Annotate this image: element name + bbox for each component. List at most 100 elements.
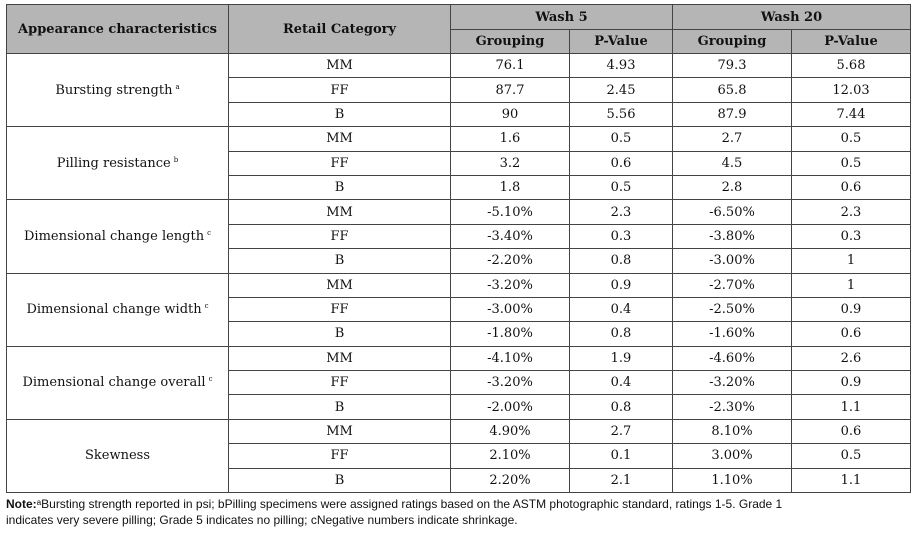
- header-wash20: Wash 20: [672, 4, 911, 30]
- characteristic-cell: Bursting strength a: [6, 52, 229, 128]
- wash20-grouping-cell: -1.60%: [672, 321, 792, 347]
- wash5-grouping-cell: 87.7: [450, 77, 570, 103]
- retail-category-cell: MM: [228, 199, 451, 225]
- wash5-grouping-cell: 2.20%: [450, 467, 570, 494]
- wash20-pvalue-cell: 0.5: [791, 443, 911, 469]
- wash5-grouping-cell: -3.20%: [450, 272, 570, 298]
- retail-category-cell: B: [228, 174, 451, 201]
- wash20-grouping-cell: -2.50%: [672, 296, 792, 323]
- wash5-grouping-cell: -4.10%: [450, 345, 570, 372]
- header-wash5-pvalue: P-Value: [569, 29, 673, 54]
- wash20-grouping-cell: -4.60%: [672, 345, 792, 372]
- wash5-pvalue-cell: 0.4: [569, 296, 673, 323]
- wash20-grouping-cell: 87.9: [672, 101, 792, 128]
- wash5-pvalue-cell: 0.6: [569, 150, 673, 176]
- retail-category-cell: B: [228, 248, 451, 274]
- table-row: B -1.80% 0.8 -1.60% 0.6: [7, 321, 911, 347]
- table-row: Dimensional change width c MM -3.20% 0.9 -2.7…: [6, 272, 911, 347]
- wash20-grouping-cell: 79.3: [672, 52, 792, 79]
- wash20-grouping-cell: -2.30%: [672, 394, 792, 420]
- wash5-pvalue-cell: 5.56: [569, 101, 673, 128]
- wash5-grouping-cell: 4.90%: [450, 418, 570, 445]
- wash5-pvalue-cell: 0.5: [569, 126, 673, 152]
- retail-category-cell: FF: [228, 296, 451, 323]
- retail-category-cell: FF: [228, 77, 451, 103]
- note-text-line2: indicates very severe pilling; Grade 5 i…: [6, 513, 518, 527]
- header-retail-category: Retail Category: [228, 4, 451, 54]
- characteristic-label: Skewness: [84, 448, 150, 464]
- table-row: FF 87.7 2.45 65.8 12.03: [7, 77, 911, 103]
- wash20-pvalue-cell: 0.6: [791, 321, 911, 347]
- wash20-pvalue-cell: 2.3: [791, 199, 911, 225]
- wash5-grouping-cell: -2.20%: [450, 248, 570, 274]
- footnote-marker: a: [175, 82, 180, 91]
- footnote-marker: c: [207, 228, 212, 237]
- results-table: Appearance characteristics Retail Catego…: [6, 4, 911, 494]
- table-body: Bursting strength a MM 76.1 4.93 79.3 5.68 FF 87…: [6, 52, 911, 494]
- table-row: FF -3.00% 0.4 -2.50% 0.9: [7, 296, 911, 323]
- characteristic-label: Pilling resistance: [56, 155, 171, 171]
- wash5-pvalue-cell: 2.7: [569, 418, 673, 445]
- table-row: B 2.20% 2.1 1.10% 1.1: [7, 467, 911, 494]
- wash20-pvalue-cell: 0.5: [791, 126, 911, 152]
- wash20-pvalue-cell: 1.1: [791, 467, 911, 494]
- wash5-pvalue-cell: 4.93: [569, 52, 673, 79]
- wash5-pvalue-cell: 0.8: [569, 248, 673, 274]
- wash5-pvalue-cell: 0.8: [569, 321, 673, 347]
- wash20-pvalue-cell: 0.5: [791, 150, 911, 176]
- wash20-pvalue-cell: 0.9: [791, 370, 911, 396]
- wash20-grouping-cell: -6.50%: [672, 199, 792, 225]
- wash20-grouping-cell: 3.00%: [672, 443, 792, 469]
- retail-category-cell: MM: [228, 272, 451, 298]
- wash20-grouping-cell: 1.10%: [672, 467, 792, 494]
- header-wash20-pvalue: P-Value: [791, 29, 911, 54]
- wash5-grouping-cell: 3.2: [450, 150, 570, 176]
- wash5-pvalue-cell: 0.8: [569, 394, 673, 420]
- wash5-pvalue-cell: 0.5: [569, 174, 673, 201]
- characteristic-cell: Dimensional change overall c: [6, 345, 229, 420]
- table-row: Bursting strength a MM 76.1 4.93 79.3 5.68: [6, 52, 911, 128]
- table-row: B 90 5.56 87.9 7.44: [7, 101, 911, 128]
- retail-category-cell: MM: [228, 126, 451, 152]
- retail-category-cell: FF: [228, 223, 451, 250]
- footnote-marker: b: [173, 155, 179, 164]
- wash20-grouping-cell: -3.00%: [672, 248, 792, 274]
- wash20-pvalue-cell: 7.44: [791, 101, 911, 128]
- wash5-grouping-cell: -3.40%: [450, 223, 570, 250]
- wash20-grouping-cell: 65.8: [672, 77, 792, 103]
- retail-category-cell: B: [228, 321, 451, 347]
- wash5-grouping-cell: -5.10%: [450, 199, 570, 225]
- table-row: Skewness MM 4.90% 2.7 8.10% 0.6: [6, 418, 911, 494]
- note-text-line1: ᵃBursting strength reported in psi; bPil…: [36, 497, 783, 511]
- characteristic-cell: Pilling resistance b: [6, 126, 229, 201]
- wash20-pvalue-cell: 5.68: [791, 52, 911, 79]
- retail-category-cell: B: [228, 467, 451, 494]
- table-row: Dimensional change overall c MM -4.10% 1.9 -4…: [6, 345, 911, 420]
- wash20-pvalue-cell: 0.6: [791, 174, 911, 201]
- wash5-grouping-cell: 90: [450, 101, 570, 128]
- characteristic-cell: Dimensional change width c: [6, 272, 229, 347]
- header-wash5: Wash 5: [450, 4, 673, 30]
- table-row: B -2.00% 0.8 -2.30% 1.1: [7, 394, 911, 420]
- header-appearance: Appearance characteristics: [6, 4, 229, 54]
- wash5-grouping-cell: -3.00%: [450, 296, 570, 323]
- wash20-pvalue-cell: 12.03: [791, 77, 911, 103]
- wash5-pvalue-cell: 0.9: [569, 272, 673, 298]
- retail-category-cell: FF: [228, 150, 451, 176]
- wash20-grouping-cell: -2.70%: [672, 272, 792, 298]
- table-row: Dimensional change length c MM -5.10% 2.3 -6.…: [6, 199, 911, 274]
- wash5-pvalue-cell: 2.1: [569, 467, 673, 494]
- characteristic-cell: Skewness: [6, 418, 229, 494]
- table-row: B -2.20% 0.8 -3.00% 1: [7, 248, 911, 274]
- retail-category-cell: FF: [228, 443, 451, 469]
- retail-category-cell: MM: [228, 418, 451, 445]
- characteristic-cell: Dimensional change length c: [6, 199, 229, 274]
- table-row: B 1.8 0.5 2.8 0.6: [7, 174, 911, 201]
- note-label: Note:: [6, 497, 37, 511]
- table-row: Pilling resistance b MM 1.6 0.5 2.7 0.5: [6, 126, 911, 201]
- table-note: Note:ᵃBursting strength reported in psi;…: [6, 496, 910, 528]
- retail-category-cell: MM: [228, 52, 451, 79]
- wash20-pvalue-cell: 1.1: [791, 394, 911, 420]
- wash20-grouping-cell: -3.20%: [672, 370, 792, 396]
- wash20-pvalue-cell: 0.6: [791, 418, 911, 445]
